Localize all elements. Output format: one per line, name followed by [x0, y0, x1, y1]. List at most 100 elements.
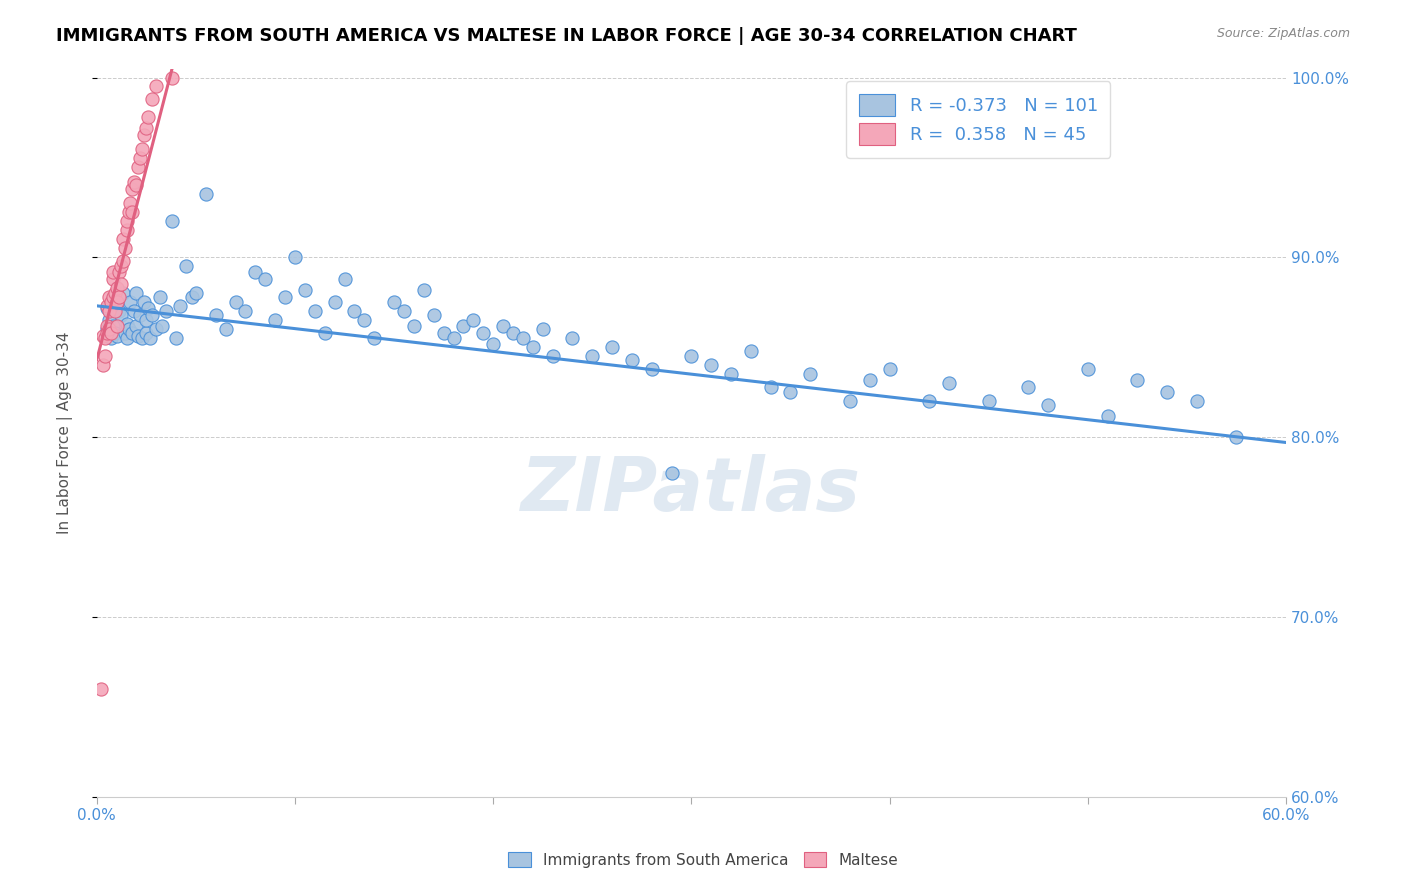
Legend: Immigrants from South America, Maltese: Immigrants from South America, Maltese — [501, 844, 905, 875]
Point — [977, 394, 1000, 409]
Legend: R = -0.373   N = 101, R =  0.358   N = 45: R = -0.373 N = 101, R = 0.358 N = 45 — [846, 81, 1111, 158]
Point — [96, 299, 118, 313]
Point — [918, 394, 941, 409]
Point — [125, 318, 148, 333]
Point — [314, 326, 336, 340]
Point — [90, 681, 112, 696]
Point — [127, 329, 149, 343]
Point — [96, 318, 118, 333]
Point — [91, 329, 114, 343]
Point — [661, 466, 683, 480]
Point — [105, 295, 128, 310]
Point — [264, 313, 287, 327]
Point — [114, 241, 136, 255]
Point — [136, 301, 159, 315]
Point — [111, 232, 134, 246]
Point — [323, 295, 346, 310]
Point — [412, 283, 434, 297]
Point — [115, 317, 138, 331]
Point — [131, 143, 153, 157]
Point — [839, 394, 862, 409]
Point — [472, 326, 495, 340]
Point — [129, 152, 152, 166]
Point — [125, 178, 148, 193]
Point — [294, 283, 316, 297]
Point — [115, 331, 138, 345]
Point — [492, 318, 515, 333]
Point — [1156, 385, 1178, 400]
Point — [502, 326, 524, 340]
Point — [105, 318, 128, 333]
Point — [720, 367, 742, 381]
Point — [145, 79, 167, 94]
Point — [145, 322, 167, 336]
Point — [254, 272, 277, 286]
Point — [561, 331, 583, 345]
Point — [101, 265, 124, 279]
Point — [184, 286, 207, 301]
Point — [620, 352, 643, 367]
Point — [135, 120, 157, 135]
Point — [512, 331, 534, 345]
Point — [740, 343, 762, 358]
Point — [1097, 409, 1119, 423]
Point — [194, 187, 217, 202]
Point — [160, 70, 183, 85]
Point — [443, 331, 465, 345]
Point — [107, 265, 129, 279]
Point — [111, 286, 134, 301]
Point — [105, 295, 128, 310]
Point — [101, 318, 124, 333]
Point — [160, 214, 183, 228]
Point — [115, 223, 138, 237]
Point — [121, 205, 143, 219]
Point — [96, 301, 118, 315]
Point — [363, 331, 385, 345]
Point — [135, 313, 157, 327]
Text: ZIPatlas: ZIPatlas — [522, 454, 862, 527]
Point — [1036, 398, 1059, 412]
Point — [101, 272, 124, 286]
Point — [114, 326, 136, 340]
Y-axis label: In Labor Force | Age 30-34: In Labor Force | Age 30-34 — [58, 331, 73, 533]
Point — [392, 304, 415, 318]
Point — [117, 322, 139, 336]
Point — [117, 205, 139, 219]
Point — [938, 376, 960, 391]
Point — [453, 318, 475, 333]
Point — [879, 361, 901, 376]
Point — [641, 361, 664, 376]
Text: Source: ZipAtlas.com: Source: ZipAtlas.com — [1216, 27, 1350, 40]
Point — [100, 331, 122, 345]
Point — [97, 322, 120, 336]
Point — [104, 326, 127, 340]
Point — [165, 331, 187, 345]
Point — [181, 290, 204, 304]
Point — [110, 308, 132, 322]
Point — [382, 295, 405, 310]
Point — [1126, 373, 1149, 387]
Point — [422, 308, 444, 322]
Point — [107, 304, 129, 318]
Point — [225, 295, 247, 310]
Point — [93, 331, 115, 345]
Point — [859, 373, 882, 387]
Point — [150, 318, 173, 333]
Point — [110, 260, 132, 274]
Point — [127, 161, 149, 175]
Point — [174, 260, 197, 274]
Point — [274, 290, 297, 304]
Point — [700, 358, 723, 372]
Point — [97, 313, 120, 327]
Point — [402, 318, 425, 333]
Point — [284, 250, 307, 264]
Point — [141, 308, 163, 322]
Point — [134, 295, 156, 310]
Point — [141, 92, 163, 106]
Point — [1017, 380, 1039, 394]
Point — [101, 290, 124, 304]
Point — [121, 182, 143, 196]
Point — [105, 329, 128, 343]
Point — [600, 340, 623, 354]
Point — [482, 336, 505, 351]
